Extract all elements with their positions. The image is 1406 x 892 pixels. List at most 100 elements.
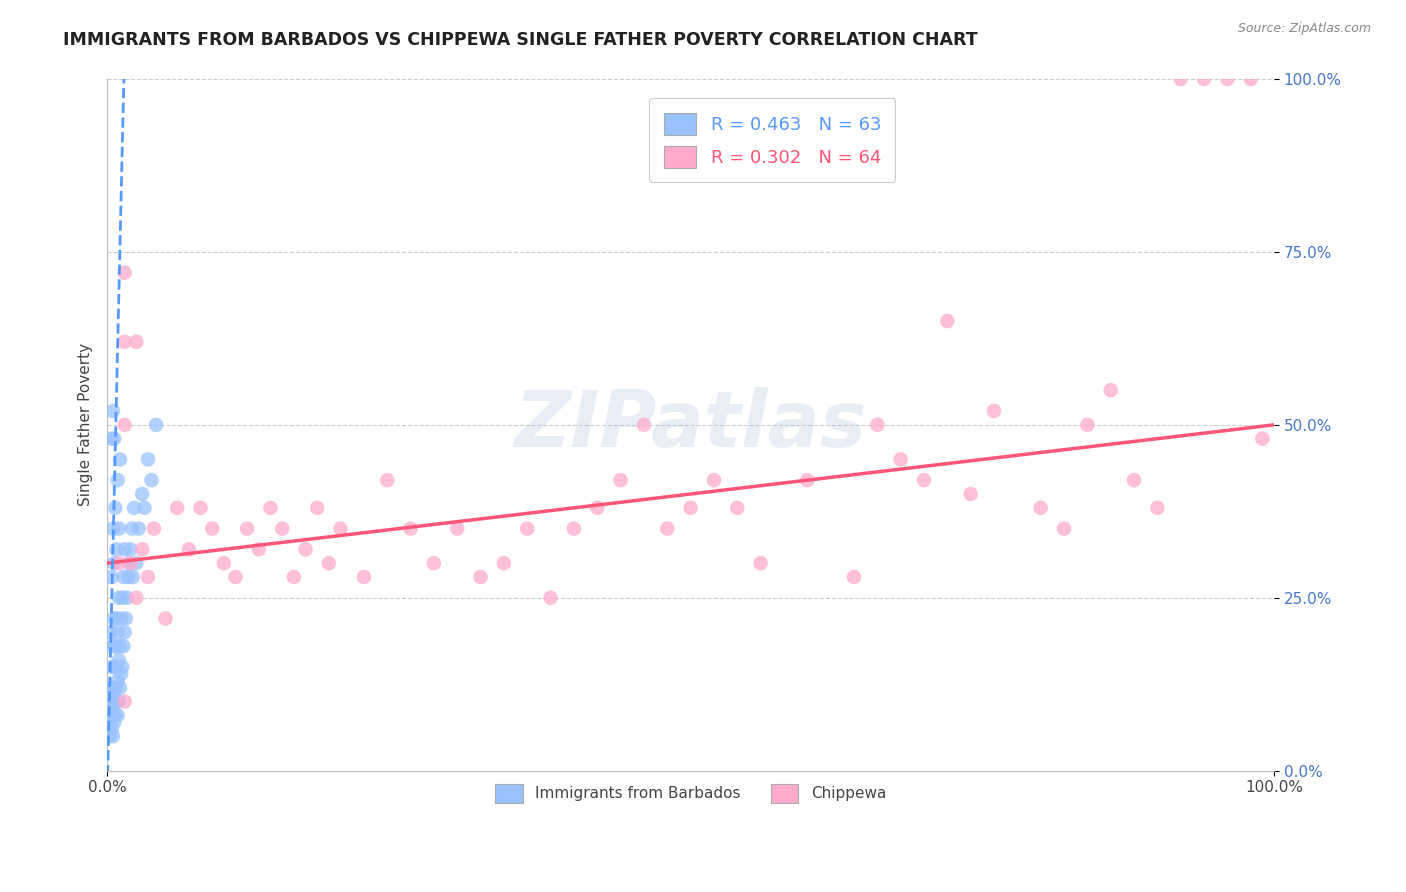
Point [1146, 500, 1168, 515]
Point [1099, 383, 1122, 397]
Point [108, 591, 131, 605]
Point [936, 314, 959, 328]
Point [1029, 500, 1052, 515]
Point [318, 556, 340, 570]
Point [1192, 72, 1215, 87]
Point [101, 660, 124, 674]
Point [108, 556, 131, 570]
Point [912, 473, 935, 487]
Point [155, 611, 177, 625]
Point [101, 432, 124, 446]
Point [166, 500, 188, 515]
Point [107, 673, 129, 688]
Point [112, 570, 135, 584]
Point [121, 570, 143, 584]
Point [101, 694, 124, 708]
Point [446, 522, 468, 536]
Point [201, 522, 224, 536]
Point [136, 452, 159, 467]
Point [225, 570, 247, 584]
Point [125, 334, 148, 349]
Point [101, 722, 124, 736]
Point [117, 570, 139, 584]
Point [212, 556, 235, 570]
Point [516, 522, 538, 536]
Point [609, 473, 631, 487]
Point [141, 473, 163, 487]
Point [105, 660, 128, 674]
Point [236, 522, 259, 536]
Point [108, 522, 131, 536]
Point [247, 542, 270, 557]
Point [107, 473, 129, 487]
Point [703, 473, 725, 487]
Text: IMMIGRANTS FROM BARBADOS VS CHIPPEWA SINGLE FATHER POVERTY CORRELATION CHART: IMMIGRANTS FROM BARBADOS VS CHIPPEWA SIN… [63, 31, 979, 49]
Point [101, 570, 124, 584]
Point [108, 681, 131, 695]
Point [110, 611, 132, 625]
Legend: Immigrants from Barbados, Chippewa: Immigrants from Barbados, Chippewa [482, 772, 898, 815]
Text: Source: ZipAtlas.com: Source: ZipAtlas.com [1237, 22, 1371, 36]
Point [108, 653, 131, 667]
Point [114, 417, 136, 432]
Point [1170, 72, 1192, 87]
Point [749, 556, 772, 570]
Point [470, 570, 492, 584]
Point [399, 522, 422, 536]
Point [101, 639, 124, 653]
Point [105, 694, 128, 708]
Point [114, 542, 136, 557]
Point [114, 694, 136, 708]
Point [122, 500, 145, 515]
Point [1251, 432, 1274, 446]
Point [100, 681, 122, 695]
Point [134, 500, 156, 515]
Point [1076, 417, 1098, 432]
Point [110, 666, 132, 681]
Point [492, 556, 515, 570]
Text: ZIPatlas: ZIPatlas [515, 387, 866, 463]
Point [145, 417, 167, 432]
Point [890, 452, 912, 467]
Point [329, 522, 352, 536]
Point [115, 591, 138, 605]
Point [121, 522, 143, 536]
Point [125, 556, 148, 570]
Point [108, 452, 131, 467]
Point [131, 487, 153, 501]
Point [679, 500, 702, 515]
Point [101, 729, 124, 743]
Point [294, 542, 316, 557]
Point [103, 715, 125, 730]
Point [105, 611, 128, 625]
Point [657, 522, 679, 536]
Point [100, 708, 122, 723]
Point [104, 681, 127, 695]
Point [101, 522, 124, 536]
Point [107, 625, 129, 640]
Point [307, 500, 329, 515]
Point [1123, 473, 1146, 487]
Point [103, 556, 125, 570]
Point [104, 708, 127, 723]
Point [101, 681, 124, 695]
Point [586, 500, 609, 515]
Point [101, 404, 124, 418]
Point [796, 473, 818, 487]
Y-axis label: Single Father Poverty: Single Father Poverty [79, 343, 93, 507]
Point [101, 708, 124, 723]
Point [120, 556, 142, 570]
Point [633, 417, 655, 432]
Point [112, 639, 135, 653]
Point [842, 570, 865, 584]
Point [114, 611, 136, 625]
Point [1216, 72, 1239, 87]
Point [177, 542, 200, 557]
Point [423, 556, 446, 570]
Point [283, 570, 305, 584]
Point [104, 639, 127, 653]
Point [111, 660, 134, 674]
Point [120, 542, 142, 557]
Point [983, 404, 1005, 418]
Point [103, 611, 125, 625]
